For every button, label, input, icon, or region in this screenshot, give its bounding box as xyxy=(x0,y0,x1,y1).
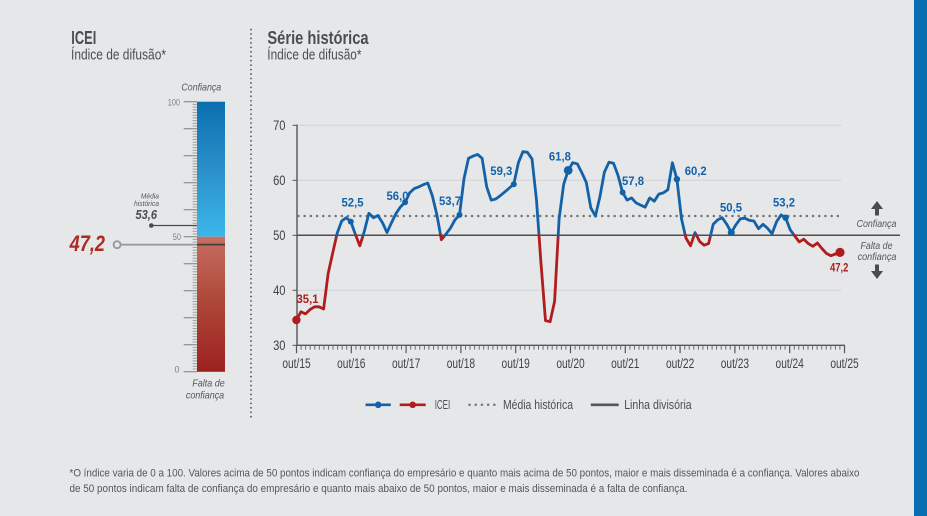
svg-text:out/16: out/16 xyxy=(337,356,365,371)
svg-text:53,6: 53,6 xyxy=(136,208,158,222)
svg-text:59,3: 59,3 xyxy=(490,164,512,178)
svg-text:out/22: out/22 xyxy=(666,356,694,371)
svg-text:50: 50 xyxy=(173,232,181,242)
svg-text:confiança: confiança xyxy=(858,251,897,263)
svg-text:40: 40 xyxy=(273,283,285,298)
svg-text:60,2: 60,2 xyxy=(685,164,707,178)
svg-text:de 50 pontos indicam falta de: de 50 pontos indicam falta de confiança … xyxy=(70,483,688,495)
svg-text:30: 30 xyxy=(273,338,285,353)
svg-text:out/20: out/20 xyxy=(556,356,584,371)
svg-text:*O índice varia de 0 a 100. Va: *O índice varia de 0 a 100. Valores acim… xyxy=(70,467,860,479)
svg-text:35,1: 35,1 xyxy=(297,292,319,306)
svg-text:Confiança: Confiança xyxy=(181,82,221,94)
svg-text:Falta de: Falta de xyxy=(861,240,893,252)
svg-text:50: 50 xyxy=(273,228,285,243)
svg-text:histórica: histórica xyxy=(134,201,159,208)
svg-text:50,5: 50,5 xyxy=(720,200,742,214)
svg-text:53,7: 53,7 xyxy=(439,194,461,208)
svg-text:Média histórica: Média histórica xyxy=(503,398,573,412)
svg-text:Índice de difusão*: Índice de difusão* xyxy=(71,46,166,63)
svg-text:ICEI: ICEI xyxy=(71,28,96,48)
svg-text:ICEI: ICEI xyxy=(435,398,451,412)
svg-text:52,5: 52,5 xyxy=(342,195,364,209)
svg-text:100: 100 xyxy=(168,97,180,107)
svg-text:56,0: 56,0 xyxy=(387,189,409,203)
svg-text:Média: Média xyxy=(141,193,159,200)
svg-text:Série histórica: Série histórica xyxy=(267,28,369,48)
svg-text:confiança: confiança xyxy=(186,389,224,401)
svg-text:out/19: out/19 xyxy=(502,356,530,371)
svg-text:out/24: out/24 xyxy=(776,356,805,371)
svg-text:out/21: out/21 xyxy=(611,356,639,371)
svg-text:0: 0 xyxy=(174,364,179,374)
svg-text:61,8: 61,8 xyxy=(549,150,571,164)
svg-text:47,2: 47,2 xyxy=(69,231,106,256)
svg-text:out/18: out/18 xyxy=(447,356,475,371)
svg-text:out/23: out/23 xyxy=(721,356,749,371)
svg-text:57,8: 57,8 xyxy=(622,174,644,188)
svg-text:Confiança: Confiança xyxy=(857,218,897,230)
svg-text:70: 70 xyxy=(273,118,285,133)
svg-text:47,2: 47,2 xyxy=(830,261,849,275)
svg-text:out/25: out/25 xyxy=(830,356,858,371)
svg-text:Índice de difusão*: Índice de difusão* xyxy=(267,46,361,63)
svg-text:out/15: out/15 xyxy=(282,356,310,371)
svg-text:Linha divisória: Linha divisória xyxy=(624,398,692,412)
svg-text:out/17: out/17 xyxy=(392,356,420,371)
svg-text:53,2: 53,2 xyxy=(773,195,795,209)
svg-text:Falta de: Falta de xyxy=(192,378,225,390)
svg-text:60: 60 xyxy=(273,173,285,188)
